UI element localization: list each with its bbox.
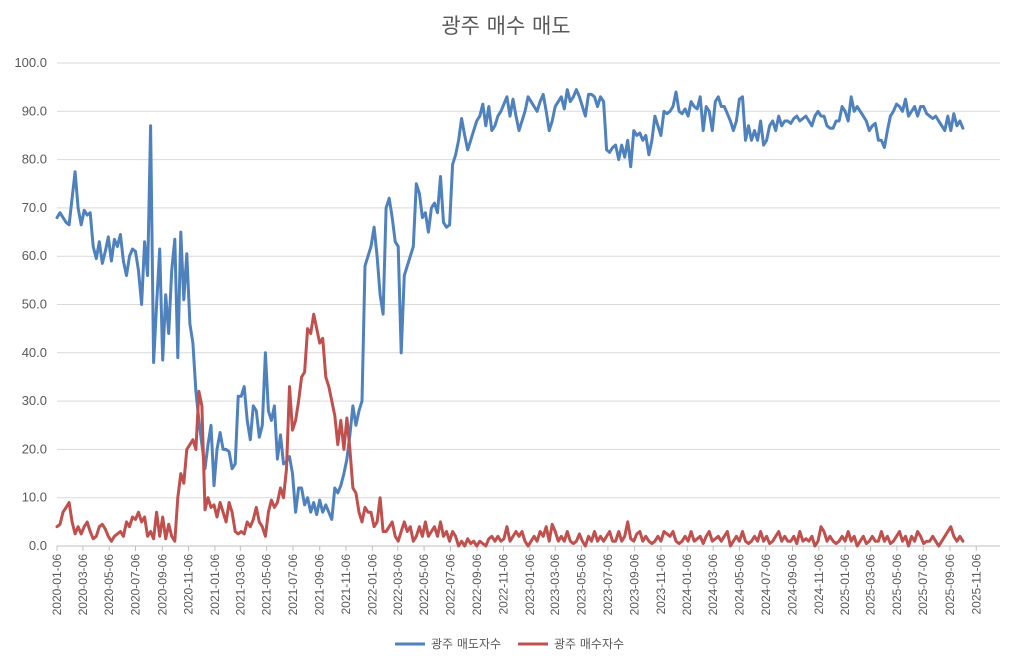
x-tick-label: 2025-03-06 bbox=[864, 554, 878, 616]
y-tick-label: 0.0 bbox=[29, 538, 47, 553]
x-tick-label: 2022-01-06 bbox=[365, 554, 379, 616]
x-tick-label: 2021-09-06 bbox=[313, 554, 327, 616]
legend-label-2: 광주 매수자수 bbox=[554, 637, 624, 651]
x-tick-label: 2021-07-06 bbox=[286, 554, 300, 616]
x-tick-label: 2025-11-06 bbox=[969, 554, 983, 615]
x-tick-label: 2023-03-06 bbox=[548, 554, 562, 616]
x-tick-label: 2025-01-06 bbox=[838, 554, 852, 616]
x-tick-label: 2021-03-06 bbox=[233, 554, 247, 616]
series-line-2 bbox=[55, 312, 965, 548]
x-tick-label: 2021-01-06 bbox=[208, 554, 222, 616]
chart-title: 광주 매수 매도 bbox=[441, 14, 570, 38]
x-tick-label: 2022-11-06 bbox=[496, 554, 510, 615]
x-tick-label: 2024-03-06 bbox=[706, 554, 720, 616]
x-tick-label: 2022-07-06 bbox=[443, 554, 457, 616]
x-tick-label: 2023-07-06 bbox=[601, 554, 615, 616]
x-tick-label: 2024-07-06 bbox=[759, 554, 773, 616]
x-tick-label: 2020-09-06 bbox=[155, 554, 169, 616]
gridlines bbox=[57, 62, 1000, 547]
y-tick-label: 30.0 bbox=[22, 393, 47, 408]
x-tick-label: 2020-03-06 bbox=[76, 554, 90, 616]
x-tick-label: 2023-11-06 bbox=[654, 554, 668, 615]
x-tick-label: 2021-11-06 bbox=[339, 554, 353, 615]
x-axis-tick-labels: 2020-01-06 2020-03-06 2020-05-06 2020-07-06… bbox=[50, 546, 983, 615]
x-tick-label: 2023-05-06 bbox=[575, 554, 589, 616]
y-tick-label: 50.0 bbox=[22, 297, 47, 312]
y-tick-label: 20.0 bbox=[22, 441, 47, 456]
x-tick-label: 2022-05-06 bbox=[417, 554, 431, 616]
x-tick-label: 2024-01-06 bbox=[680, 554, 694, 616]
x-tick-label: 2020-01-06 bbox=[50, 554, 64, 616]
series-line-1 bbox=[55, 88, 965, 521]
x-tick-label: 2025-05-06 bbox=[890, 554, 904, 616]
x-tick-label: 2024-05-06 bbox=[732, 554, 746, 616]
y-axis-tick-labels: 0.0 10.0 20.0 30.0 40.0 50.0 60.0 70.0 80.0 90.0 1… bbox=[14, 55, 47, 553]
y-tick-label: 70.0 bbox=[22, 200, 47, 215]
x-tick-label: 2020-11-06 bbox=[182, 554, 196, 615]
y-tick-label: 60.0 bbox=[22, 248, 47, 263]
x-tick-label: 2020-07-06 bbox=[129, 554, 143, 616]
x-tick-label: 2025-07-06 bbox=[916, 554, 930, 616]
x-tick-label: 2025-09-06 bbox=[943, 554, 957, 616]
y-tick-label: 10.0 bbox=[22, 490, 47, 505]
x-tick-label: 2024-11-06 bbox=[812, 554, 826, 615]
x-tick-label: 2020-05-06 bbox=[102, 554, 116, 616]
x-tick-label: 2022-03-06 bbox=[391, 554, 405, 616]
y-tick-label: 80.0 bbox=[22, 152, 47, 167]
y-tick-label: 40.0 bbox=[22, 345, 47, 360]
legend[interactable]: 광주 매도자수 광주 매수자수 bbox=[395, 637, 624, 651]
y-tick-label: 100.0 bbox=[14, 55, 47, 70]
y-tick-label: 90.0 bbox=[22, 103, 47, 118]
x-tick-label: 2023-01-06 bbox=[523, 554, 537, 616]
x-tick-label: 2022-09-06 bbox=[470, 554, 484, 616]
x-tick-label: 2021-05-06 bbox=[260, 554, 274, 616]
legend-label-1: 광주 매도자수 bbox=[431, 637, 501, 651]
series-lines bbox=[55, 88, 965, 548]
x-tick-label: 2023-09-06 bbox=[628, 554, 642, 616]
x-tick-label: 2024-09-06 bbox=[786, 554, 800, 616]
